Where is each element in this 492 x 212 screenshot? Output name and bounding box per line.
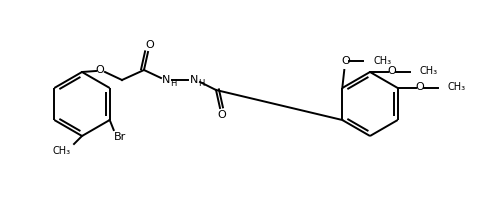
Text: CH₃: CH₃ <box>420 66 438 76</box>
Text: CH₃: CH₃ <box>373 56 392 66</box>
Text: H: H <box>170 80 176 88</box>
Text: O: O <box>217 110 226 120</box>
Text: O: O <box>341 56 350 66</box>
Text: O: O <box>388 66 397 76</box>
Text: Br: Br <box>114 132 126 142</box>
Text: CH₃: CH₃ <box>448 82 466 92</box>
Text: H: H <box>198 80 204 88</box>
Text: O: O <box>415 82 424 92</box>
Text: CH₃: CH₃ <box>53 146 71 156</box>
Text: O: O <box>95 65 104 75</box>
Text: N: N <box>162 75 170 85</box>
Text: O: O <box>146 40 154 50</box>
Text: N: N <box>190 75 198 85</box>
